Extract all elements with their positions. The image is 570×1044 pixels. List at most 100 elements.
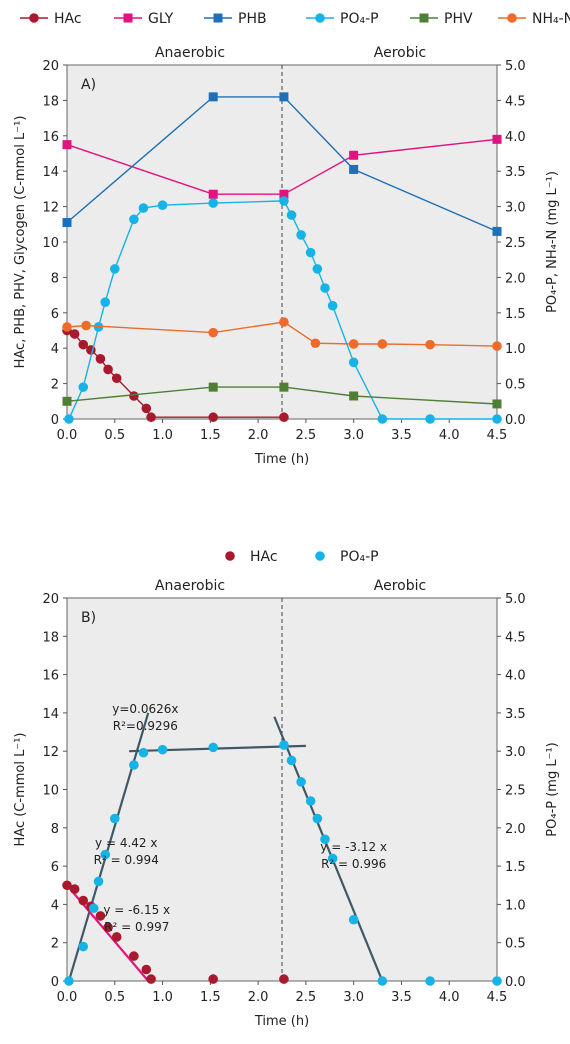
fit-r-squared: R²=0.9296 [113, 719, 178, 733]
y-tick-label: 12 [42, 745, 59, 760]
y-tick-label: 18 [42, 630, 59, 645]
fit-equation: y = -6.15 x [103, 903, 170, 917]
data-point [111, 932, 122, 942]
data-point [208, 412, 218, 423]
data-point [100, 297, 111, 307]
legend-marker [225, 551, 235, 561]
legend: HAc GLY PHB PO₄-P PHV NH₄-N [20, 11, 570, 27]
data-point [95, 354, 106, 364]
y2-tick-label: 4.0 [505, 669, 526, 684]
legend-marker [29, 13, 39, 23]
y-tick-label: 6 [51, 860, 59, 875]
y-tick-label: 16 [42, 669, 59, 684]
data-point [111, 373, 122, 384]
y2-tick-label: 2.0 [505, 271, 526, 286]
data-point [296, 777, 306, 787]
phase-label-aerobic: Aerobic [374, 578, 426, 594]
y2-tick-label: 0.5 [505, 378, 526, 393]
data-point [305, 796, 316, 806]
legend-label: HAc [54, 11, 82, 27]
data-point [141, 403, 152, 414]
x-tick-label: 3.5 [391, 990, 412, 1005]
y2-tick-label: 0.0 [505, 975, 526, 990]
data-point [93, 322, 104, 332]
series-phb [62, 92, 502, 236]
data-point [349, 150, 359, 160]
x-tick-label: 1.0 [152, 428, 173, 443]
data-point [425, 339, 435, 350]
y2-tick-label: 2.5 [505, 236, 526, 251]
x-axis-title: Time (h) [254, 452, 309, 467]
y-tick-label: 2 [51, 378, 59, 393]
series-pop [64, 740, 502, 986]
x-tick-label: 3.5 [391, 428, 412, 443]
data-point [377, 339, 388, 349]
chart-panel-1: 0.0 0.5 1.0 1.5 2.0 2.5 3.0 3.5 4.0 4.5 0 2 4 6 8 10 12 1… [13, 11, 570, 467]
legend-label: PO₄-P [340, 11, 379, 27]
data-point [312, 264, 323, 274]
data-point [279, 740, 289, 750]
x-tick-label: 0.5 [104, 428, 125, 443]
y-axis-title: HAc, PHB, PHV, Glycogen (C-mmol L⁻¹) [13, 116, 28, 369]
legend-marker [419, 13, 429, 23]
legend-label: PHB [238, 11, 267, 27]
data-point [62, 322, 72, 332]
y2-tick-label: 3.5 [505, 707, 526, 722]
x-tick-label: 3.0 [343, 990, 364, 1005]
data-point [103, 364, 113, 375]
y-tick-label: 14 [42, 165, 59, 180]
data-point [492, 134, 502, 144]
chart-panel-2: 0.0 0.5 1.0 1.5 2.0 2.5 3.0 3.5 4.0 4.5 0 2 4 6 8 10 12 1… [13, 549, 560, 1029]
y2-tick-label: 4.5 [505, 630, 526, 645]
x-tick-label: 2.0 [248, 990, 269, 1005]
data-point [348, 339, 359, 349]
x-tick-label: 1.5 [200, 428, 221, 443]
y2-tick-label: 5.0 [505, 59, 526, 74]
data-point [312, 813, 323, 824]
fit-r-squared: R² = 0.994 [94, 853, 159, 867]
data-point [377, 414, 388, 424]
legend-label: NH₄-N [532, 11, 570, 27]
y-tick-label: 4 [51, 898, 59, 913]
x-axis-title: Time (h) [254, 1014, 309, 1029]
y-tick-label: 14 [42, 707, 59, 722]
fit-equation: y = -3.12 x [320, 840, 387, 854]
y2-axis-title: PO₄-P (mg L⁻¹) [545, 742, 560, 836]
data-point [279, 189, 289, 199]
y-axis-title: HAc (C-mmol L⁻¹) [13, 733, 28, 847]
data-point [62, 396, 72, 406]
data-point [208, 327, 218, 338]
x-tick-label: 2.5 [296, 990, 317, 1005]
y2-tick-label: 4.5 [505, 94, 526, 109]
data-point [64, 414, 74, 424]
data-point [208, 974, 218, 984]
x-tick-label: 1.0 [152, 990, 173, 1005]
x-tick-label: 0.5 [104, 990, 125, 1005]
data-point [279, 974, 289, 984]
y-tick-label: 10 [42, 784, 59, 799]
data-point [64, 976, 74, 986]
phase-label-aerobic: Aerobic [374, 45, 426, 61]
data-point [138, 747, 149, 758]
y2-tick-label: 0.0 [505, 413, 526, 428]
legend: HAc PO₄-P [225, 549, 379, 565]
legend-marker [315, 13, 325, 23]
y-tick-label: 18 [42, 94, 59, 109]
series-hac [62, 880, 289, 984]
data-point [327, 853, 338, 864]
x-tick-label: 4.5 [487, 428, 508, 443]
data-point [286, 210, 297, 220]
y-tick-label: 6 [51, 307, 59, 322]
y2-tick-label: 3.0 [505, 201, 526, 216]
data-point [86, 345, 96, 355]
data-point [69, 884, 80, 894]
data-point [425, 976, 435, 986]
data-point [62, 218, 72, 228]
fit-r-squared: R² = 0.996 [321, 857, 386, 871]
data-point [157, 200, 168, 210]
data-point [109, 264, 120, 274]
data-point [492, 399, 502, 409]
data-point [296, 230, 306, 240]
y2-tick-label: 0.5 [505, 937, 526, 952]
phase-label-anaerobic: Anaerobic [155, 45, 225, 61]
